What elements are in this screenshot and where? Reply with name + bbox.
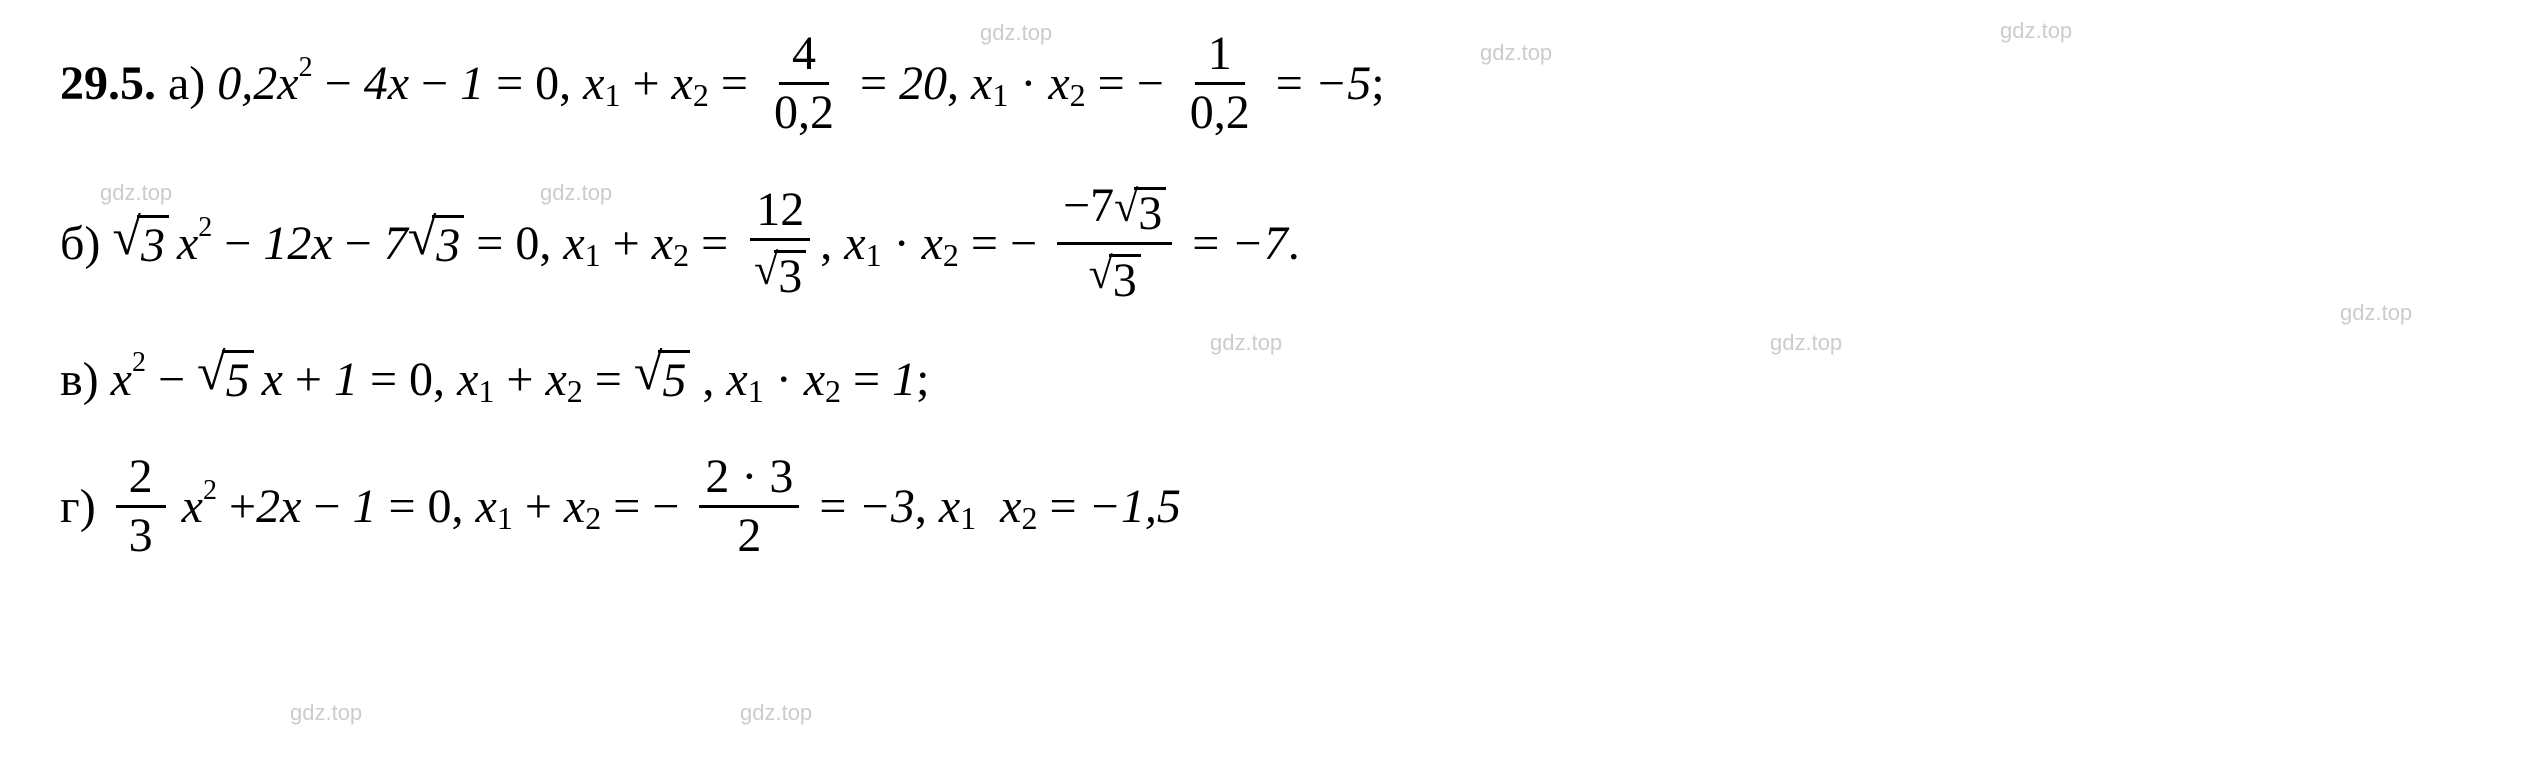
coef-b-g: 2 <box>256 479 280 534</box>
label-g: г) <box>60 479 96 534</box>
sqrt-sum-v: √5 <box>634 350 691 408</box>
sum-result-a: 20 <box>899 56 947 111</box>
watermark: gdz.top <box>740 700 812 726</box>
label-a: а) <box>168 56 205 111</box>
equation-b: √3 x2 − 12x − 7 √3 = 0, x1 + x2 = 12 √3 … <box>112 182 1299 305</box>
prod-result-a: −5 <box>1315 56 1371 111</box>
sum-frac-a: 4 0,2 <box>768 30 840 137</box>
prod-result-g: −1,5 <box>1089 479 1181 534</box>
sum-num-b: 12 <box>750 186 810 241</box>
label-b: б) <box>60 216 100 271</box>
prod-num-a: 1 <box>1195 30 1245 85</box>
line-v: в) x2 − √5 x + 1 = 0, x1 + x2 = √5 , x1 … <box>60 350 2482 408</box>
line-b: б) √3 x2 − 12x − 7 √3 = 0, x1 + x2 = 12 … <box>60 182 2482 305</box>
sum-frac-b: 12 √3 <box>748 186 812 301</box>
sqrt-a-b: √3 <box>112 215 169 273</box>
sqrt-c-b: √3 <box>408 215 465 273</box>
prod-result-v: 1 <box>892 352 916 407</box>
sqrt-b-v: √5 <box>197 350 254 408</box>
prod-result-b: −7 <box>1231 216 1287 271</box>
prod-frac-a: 1 0,2 <box>1184 30 1256 137</box>
coef-a-frac-g: 2 3 <box>116 453 166 560</box>
term-a: ; <box>1371 56 1384 111</box>
sum-num-g: 2 · 3 <box>699 453 799 508</box>
coef-b-b: 12 <box>263 216 311 271</box>
coef-c-a: 1 <box>460 56 484 111</box>
coef-b-a: 4 <box>364 56 388 111</box>
sum-result-g: −3 <box>858 479 914 534</box>
prod-frac-b: −7√3 √3 <box>1057 182 1172 305</box>
coef-c-g: 1 <box>352 479 376 534</box>
coef-a-a: 0,2 <box>217 56 277 111</box>
watermark: gdz.top <box>290 700 362 726</box>
equation-a: 0,2x2 − 4x − 1 = 0, x1 + x2 = 4 0,2 = 20… <box>217 30 1384 137</box>
term-v: ; <box>916 352 929 407</box>
coef-c-v: 1 <box>334 352 358 407</box>
prod-den-a: 0,2 <box>1184 85 1256 137</box>
coef-c-mult-b: 7 <box>384 216 408 271</box>
sum-num-a: 4 <box>779 30 829 85</box>
line-g: г) 2 3 x2 +2x − 1 = 0, x1 + x2 = − 2 · 3… <box>60 453 2482 560</box>
term-b: . <box>1288 216 1300 271</box>
equation-g: 2 3 x2 +2x − 1 = 0, x1 + x2 = − 2 · 3 2 … <box>108 453 1181 560</box>
sum-den-a: 0,2 <box>768 85 840 137</box>
label-v: в) <box>60 352 99 407</box>
sum-den-g: 2 <box>724 508 774 560</box>
problem-number: 29.5. <box>60 56 156 111</box>
equation-v: x2 − √5 x + 1 = 0, x1 + x2 = √5 , x1 · x… <box>111 350 930 408</box>
line-a: 29.5. а) 0,2x2 − 4x − 1 = 0, x1 + x2 = 4… <box>60 30 2482 137</box>
sum-frac-g: 2 · 3 2 <box>699 453 799 560</box>
